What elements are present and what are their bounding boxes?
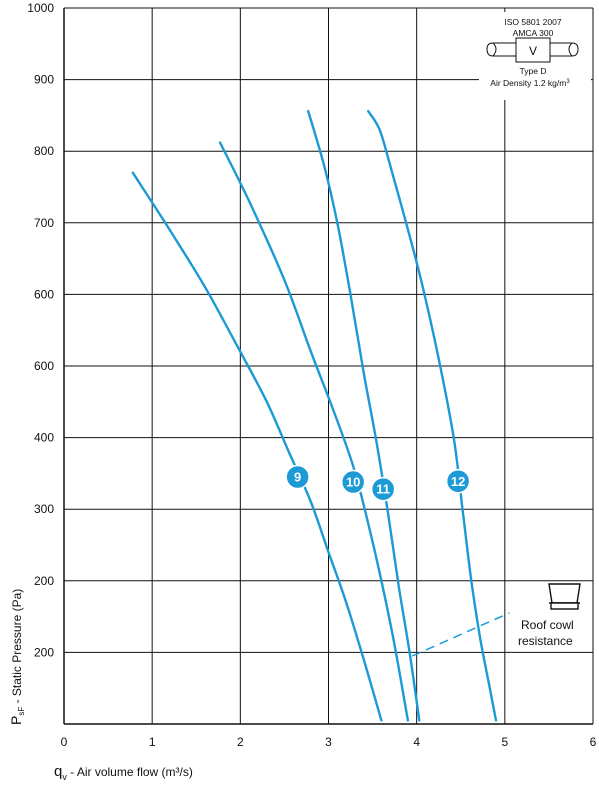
x-axis-label: qv - Air volume flow (m³/s)	[54, 763, 193, 782]
x-tick-labels: 0 1 2 3 4 5 6	[61, 735, 597, 749]
y-axis-label: PsF - Static Pressure (Pa)	[8, 589, 26, 725]
curve-label-11: 11	[376, 482, 390, 497]
air-density-text: Air Density 1.2 kg/m3	[490, 78, 570, 88]
roof-cowl-icon	[548, 583, 581, 610]
x-tick-label: 6	[590, 735, 597, 749]
curve-badge-9	[285, 464, 310, 490]
y-tick-label: 700	[34, 216, 54, 230]
y-tick-labels: 200 200 300 400 600 600 700 800 900 1000	[27, 1, 54, 659]
x-tick-label: 3	[325, 735, 332, 749]
x-tick-label: 0	[61, 735, 68, 749]
curve-badge-11	[370, 476, 396, 502]
curve-label-9: 9	[294, 469, 301, 484]
standard-line1: ISO 5801 2007	[504, 17, 561, 27]
fan-curve-12	[367, 109, 498, 722]
y-tick-label: 1000	[27, 1, 54, 15]
grid	[63, 7, 594, 725]
roof-cowl-resistance-line	[411, 612, 510, 657]
curve-badge-12	[445, 469, 471, 494]
standard-info: ISO 5801 2007 AMCA 300 V Type D Air Dens…	[479, 12, 591, 100]
y-tick-label: 600	[34, 287, 54, 301]
fan-curve-10	[218, 141, 410, 722]
y-tick-label: 400	[34, 431, 54, 445]
y-tick-label: 200	[34, 645, 54, 659]
installation-letter: V	[529, 44, 537, 58]
standard-line2: AMCA 300	[513, 28, 554, 38]
y-tick-label: 600	[34, 359, 54, 373]
fan-curve-9	[131, 171, 383, 722]
roof-cowl-line1: Roof cowl	[521, 618, 574, 632]
roof-cowl-line2: resistance	[518, 634, 573, 648]
type-text: Type D	[520, 66, 547, 76]
y-tick-label: 900	[34, 73, 54, 87]
fan-curve-11	[307, 109, 421, 722]
curve-badge-10	[340, 469, 366, 495]
y-tick-label: 300	[34, 502, 54, 516]
y-tick-label: 200	[34, 574, 54, 588]
curve-label-10: 10	[346, 474, 360, 489]
y-tick-label: 800	[34, 144, 54, 158]
reference-layer	[411, 612, 510, 657]
x-tick-label: 5	[501, 735, 508, 749]
duct-icon	[486, 37, 579, 63]
x-tick-label: 4	[413, 735, 420, 749]
x-tick-label: 2	[237, 735, 244, 749]
x-tick-label: 1	[149, 735, 156, 749]
roof-cowl-annotation: Roof cowl resistance	[518, 583, 581, 648]
curve-labels: 9 10 11 12	[285, 464, 471, 502]
series-layer	[131, 109, 498, 722]
curve-label-12: 12	[451, 474, 465, 489]
